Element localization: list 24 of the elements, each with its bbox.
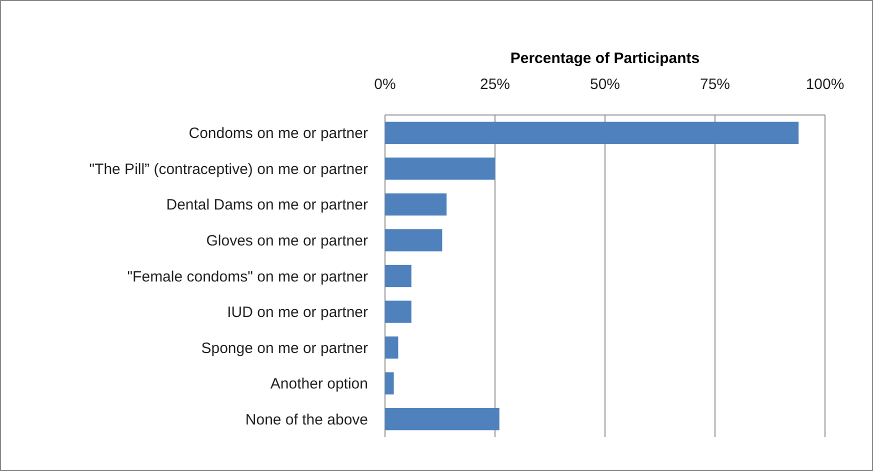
y-tick-label: Gloves on me or partner [206, 232, 368, 250]
bar [385, 372, 394, 394]
bar [385, 193, 447, 216]
x-tick-label: 0% [374, 76, 396, 93]
y-tick-label: Dental Dams on me or partner [166, 196, 368, 214]
bar [385, 408, 500, 430]
x-axis-title: Percentage of Participants [510, 50, 700, 67]
x-tick-label: 50% [590, 76, 620, 93]
y-tick-label: IUD on me or partner [227, 304, 368, 322]
y-tick-label: Condoms on me or partner [188, 125, 368, 142]
bar [385, 122, 799, 144]
bar [385, 229, 442, 252]
y-tick-label: "The Pill” (contraceptive) on me or partner [89, 160, 368, 178]
bar [385, 336, 398, 359]
bar [385, 158, 495, 180]
x-tick-label: 100% [806, 76, 844, 93]
y-tick-label: "Female condoms" on me or partner [127, 268, 368, 286]
y-tick-label: None of the above [245, 411, 368, 428]
bar [385, 300, 412, 323]
x-tick-label: 25% [480, 76, 510, 93]
x-tick-label: 75% [700, 76, 730, 93]
y-tick-label: Sponge on me or partner [201, 340, 368, 357]
y-tick-label: Another option [270, 376, 368, 393]
bar [385, 264, 412, 288]
